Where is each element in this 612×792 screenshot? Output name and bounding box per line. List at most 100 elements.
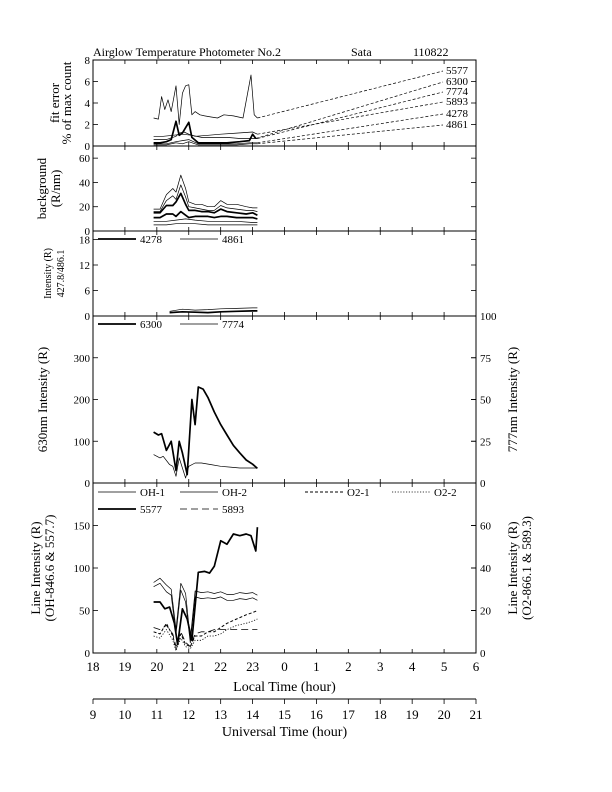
x-tick-label-local: 20 — [150, 659, 163, 674]
leader-line-6300 — [255, 81, 444, 139]
x-tick-label-ut: 9 — [90, 707, 97, 722]
series-blue_lines-4861 — [169, 307, 258, 312]
series-fit_error-line3 — [153, 131, 258, 140]
x-tick-label-ut: 10 — [118, 707, 131, 722]
y-tick-label-fit_error: 8 — [85, 55, 91, 67]
legend-label-6300: 6300 — [140, 319, 163, 331]
y-tick-label-line_intensity: 150 — [74, 521, 91, 533]
x-tick-label-ut: 20 — [438, 707, 451, 722]
legend-label-5893: 5893 — [222, 504, 245, 516]
y2-tick-label-line_intensity: 40 — [480, 563, 492, 575]
series-line_intensity-5893 — [153, 625, 258, 647]
y2-axis-label-line_intensity: Line Intensity (R) — [505, 521, 520, 614]
x-tick-label-ut: 15 — [278, 707, 291, 722]
x-axis-label-local: Local Time (hour) — [233, 680, 336, 695]
leader-line-4861 — [257, 124, 444, 145]
y-tick-label-blue_lines: 18 — [79, 235, 91, 247]
series-line_intensity-OH-2 — [153, 577, 258, 640]
y-tick-label-fit_error: 0 — [85, 141, 91, 153]
x-tick-label-local: 23 — [246, 659, 259, 674]
y-tick-label-background: 40 — [79, 177, 91, 189]
x-tick-label-ut: 17 — [342, 707, 356, 722]
x-tick-label-local: 19 — [118, 659, 131, 674]
series-line_intensity-O2-2 — [153, 618, 258, 652]
leader-line-4278 — [257, 113, 444, 144]
y-tick-label-red_lines: 300 — [74, 353, 91, 365]
legend-label-6300: 6300 — [446, 76, 469, 88]
series-line_intensity-OH-1 — [153, 582, 258, 644]
y2-tick-label-line_intensity: 60 — [480, 521, 492, 533]
legend-label-OH-2: OH-2 — [222, 487, 247, 499]
y-tick-label-blue_lines: 12 — [79, 260, 90, 272]
x-tick-label-ut: 19 — [406, 707, 419, 722]
y2-axis-label-red_lines: 777nm Intensity (R) — [505, 347, 520, 452]
legend-label-O2-1: O2-1 — [347, 487, 370, 499]
legend-label-5893: 5893 — [446, 96, 469, 108]
y2-tick-label-red_lines: 75 — [480, 353, 492, 365]
y-axis-label-blue_lines: Intensity (R) — [43, 248, 54, 299]
chart-station: Sata — [351, 45, 372, 59]
leader-line-5577 — [257, 70, 444, 119]
legend-label-OH-1: OH-1 — [140, 487, 165, 499]
x-axis-label-ut: Universal Time (hour) — [222, 725, 348, 740]
y-axis-label-background: background — [34, 157, 49, 219]
legend-label-4278: 4278 — [446, 108, 469, 120]
y-tick-label-red_lines: 200 — [74, 395, 91, 407]
series-fit_error-line2 — [153, 133, 258, 139]
x-tick-label-local: 4 — [409, 659, 416, 674]
series-background-4 — [153, 218, 258, 223]
y2-axis-label-line_intensity: (O2-866.1 & 589.3) — [519, 516, 534, 620]
y-tick-label-fit_error: 2 — [85, 120, 91, 132]
leader-line-7774 — [257, 91, 444, 139]
y-axis-label-line_intensity: Line Intensity (R) — [28, 521, 43, 614]
panel-frames — [92, 59, 477, 704]
series-background-5 — [153, 223, 258, 226]
x-tick-label-ut: 13 — [214, 707, 227, 722]
y-tick-label-blue_lines: 0 — [85, 311, 91, 323]
series-background-1 — [153, 184, 258, 212]
chart-date: 110822 — [413, 45, 449, 59]
y-tick-label-background: 20 — [79, 202, 91, 214]
y2-tick-label-red_lines: 25 — [480, 436, 492, 448]
y2-tick-label-red_lines: 100 — [480, 311, 497, 323]
y-tick-label-line_intensity: 100 — [74, 563, 91, 575]
x-tick-label-ut: 11 — [151, 707, 164, 722]
y-tick-label-fit_error: 6 — [85, 77, 91, 89]
y-tick-label-red_lines: 100 — [74, 436, 91, 448]
x-tick-label-local: 1 — [313, 659, 320, 674]
y2-tick-label-line_intensity: 20 — [480, 606, 492, 618]
chart-title: Airglow Temperature Photometer No.2 — [93, 45, 281, 59]
series-background-3 — [153, 210, 258, 220]
series-line_intensity-O2-1 — [153, 610, 258, 650]
data-layer — [153, 70, 444, 652]
y-axis-label-background: (R/nm) — [48, 170, 63, 208]
series-fit_error-line1 — [153, 120, 257, 144]
y-axis-label-fit_error: % of max count — [59, 61, 74, 144]
series-blue_lines-4278 — [169, 310, 258, 314]
y-axis-label-line_intensity: (OH-846.6 & 557.7) — [42, 515, 57, 622]
y-axis-label-fit_error: fit error — [47, 82, 62, 123]
series-background-2 — [153, 192, 258, 216]
y2-tick-label-red_lines: 50 — [480, 395, 492, 407]
legend-label-7774: 7774 — [222, 319, 245, 331]
legend-label-4861: 4861 — [222, 234, 244, 246]
x-tick-label-local: 21 — [182, 659, 195, 674]
legend-label-5577: 5577 — [446, 65, 469, 77]
y-tick-label-blue_lines: 6 — [85, 286, 91, 298]
x-tick-label-ut: 18 — [374, 707, 387, 722]
x-tick-label-local: 3 — [377, 659, 384, 674]
x-tick-label-ut: 12 — [182, 707, 195, 722]
series-red_lines-7774 — [153, 454, 258, 479]
y-tick-label-line_intensity: 50 — [79, 606, 91, 618]
series-fit_error-line0 — [153, 74, 258, 125]
series-line_intensity-5577 — [153, 527, 259, 646]
x-tick-label-ut: 16 — [310, 707, 324, 722]
x-tick-label-local: 0 — [281, 659, 288, 674]
y-tick-label-background: 60 — [79, 153, 91, 165]
series-red_lines-6300 — [153, 386, 258, 476]
y-tick-label-fit_error: 4 — [85, 98, 91, 110]
y2-tick-label-line_intensity: 0 — [480, 648, 486, 660]
y-tick-label-red_lines: 0 — [85, 478, 91, 490]
